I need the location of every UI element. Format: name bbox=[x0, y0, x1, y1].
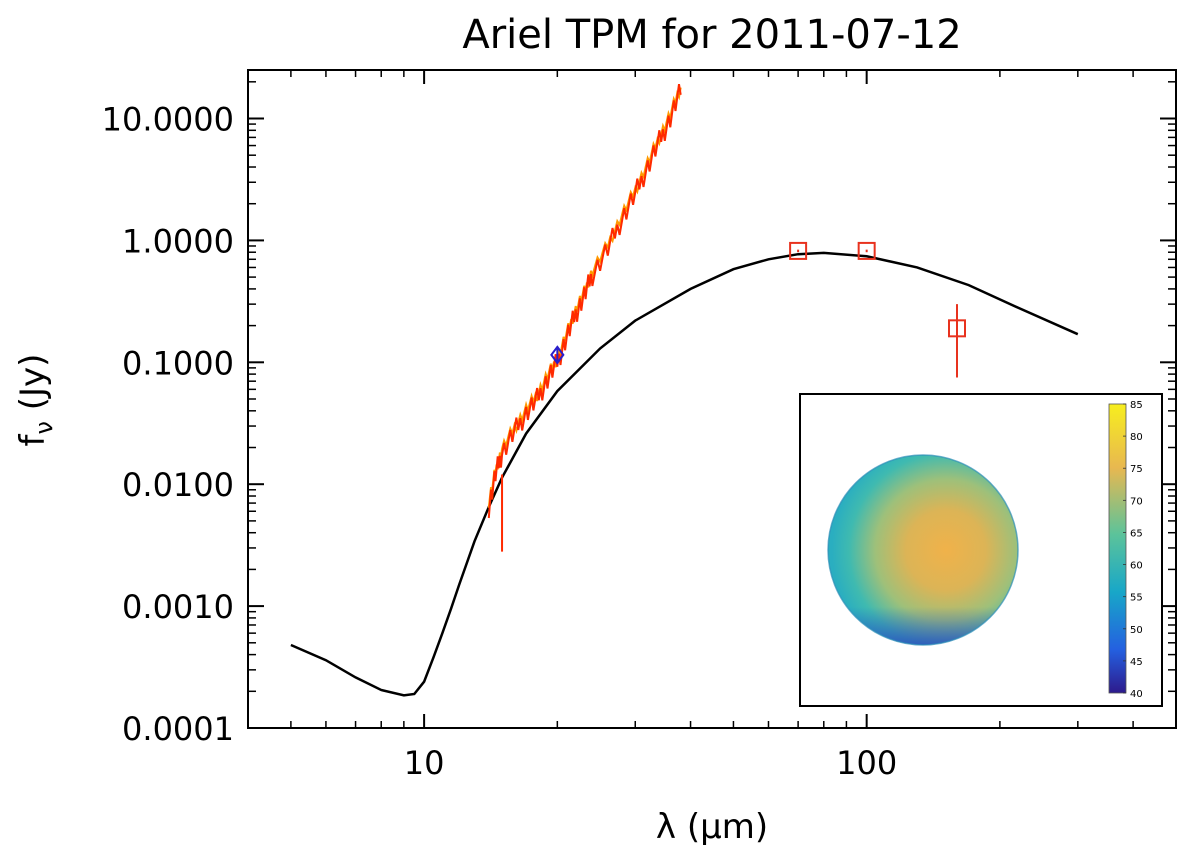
photometry-point bbox=[857, 241, 876, 260]
y-axis-label-main: f bbox=[13, 433, 53, 446]
colorbar-tick-label: 45 bbox=[1130, 657, 1143, 668]
chart-title: Ariel TPM for 2011-07-12 bbox=[462, 12, 961, 58]
colorbar-tick-label: 65 bbox=[1130, 528, 1143, 539]
colorbar-tick-label: 55 bbox=[1130, 593, 1143, 604]
inset-sphere-edge bbox=[827, 454, 1019, 646]
x-axis-label: λ (μm) bbox=[656, 807, 768, 847]
y-tick-label: 10.0000 bbox=[102, 101, 234, 139]
colorbar-tick-label: 85 bbox=[1130, 400, 1143, 411]
colorbar-tick-label: 80 bbox=[1130, 432, 1143, 443]
y-axis-ticks: 0.0001 0.0010 0.0100 0.1000 1.0000 10.0000 bbox=[102, 81, 1176, 748]
model-curve bbox=[290, 251, 1079, 697]
y-tick-label: 1.0000 bbox=[122, 222, 234, 260]
y-tick-label: 0.1000 bbox=[122, 344, 234, 382]
photometry-point bbox=[789, 241, 808, 260]
spectrum-trace bbox=[487, 83, 682, 519]
y-tick-label: 0.0010 bbox=[122, 588, 234, 626]
colorbar-tick-label: 40 bbox=[1130, 689, 1143, 700]
x-tick-label: 100 bbox=[836, 744, 897, 782]
colorbar-tick-label: 50 bbox=[1130, 625, 1143, 636]
colorbar-tick-label: 70 bbox=[1130, 496, 1143, 507]
photometry-point bbox=[948, 319, 967, 338]
x-axis-ticks: 10 100 bbox=[247, 70, 1177, 782]
colorbar-tick-label: 75 bbox=[1130, 464, 1143, 475]
y-axis-label: fν (Jy) bbox=[13, 354, 58, 447]
y-axis-label-sub: ν bbox=[30, 421, 58, 434]
x-tick-label: 10 bbox=[404, 744, 445, 782]
y-tick-label: 0.0100 bbox=[122, 466, 234, 504]
y-tick-label: 0.0001 bbox=[122, 710, 234, 748]
colorbar-tick-label: 60 bbox=[1130, 561, 1143, 572]
wise-point bbox=[550, 345, 565, 365]
inset-colorbar bbox=[1108, 403, 1127, 694]
inset-panel: 85 80 75 70 65 60 55 50 45 40 bbox=[799, 393, 1163, 707]
data-layer bbox=[290, 83, 1079, 697]
inset-colorbar-ticks: 85 80 75 70 65 60 55 50 45 40 bbox=[1123, 400, 1143, 700]
inset-sphere-shade bbox=[828, 455, 1018, 645]
y-axis-label-unit: (Jy) bbox=[13, 354, 53, 422]
inset-sphere bbox=[827, 454, 1019, 646]
